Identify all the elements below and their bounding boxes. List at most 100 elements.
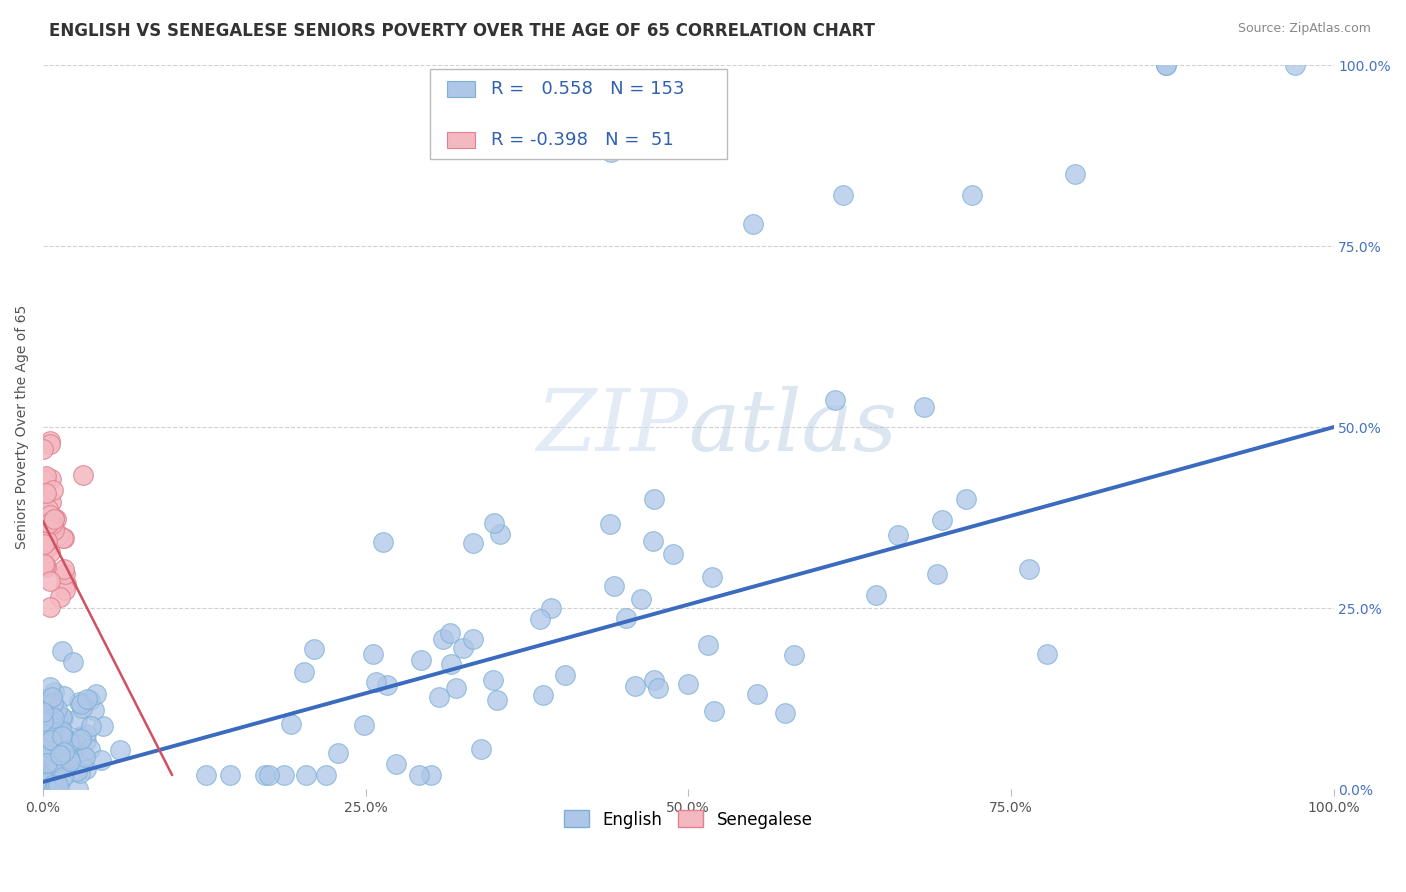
Point — [53, 756, 76, 770]
Point — [52, 532, 75, 546]
Point — [38, 749, 60, 764]
Point — [420, 768, 443, 782]
Point — [1154, 58, 1177, 72]
Point — [75, 727, 97, 741]
Point — [353, 718, 375, 732]
Point — [73, 749, 96, 764]
Point — [55, 583, 77, 598]
Point — [41, 766, 63, 780]
Point — [35, 517, 58, 532]
Point — [49, 723, 72, 738]
Point — [1036, 647, 1059, 661]
Point — [927, 567, 949, 582]
Point — [44, 511, 66, 525]
Point — [83, 703, 105, 717]
Point — [42, 782, 65, 797]
Point — [58, 734, 80, 748]
Point — [440, 657, 463, 671]
Point — [1154, 58, 1177, 72]
Point — [69, 729, 91, 743]
Point — [39, 724, 62, 739]
Point — [79, 719, 101, 733]
Point — [315, 768, 337, 782]
Point — [79, 693, 101, 707]
Point — [42, 523, 65, 537]
Point — [38, 545, 60, 559]
Point — [1284, 58, 1306, 72]
Point — [51, 710, 73, 724]
Point — [53, 566, 76, 581]
Point — [409, 652, 432, 666]
Point — [257, 768, 280, 782]
Point — [44, 710, 66, 724]
Point — [39, 434, 62, 448]
Point — [375, 678, 398, 692]
Point — [37, 777, 59, 791]
Point — [37, 502, 59, 516]
Point — [46, 759, 69, 773]
Point — [326, 746, 349, 760]
Point — [489, 527, 512, 541]
Point — [49, 756, 72, 771]
Point — [599, 145, 621, 159]
Point — [41, 528, 63, 542]
Bar — [447, 132, 475, 148]
Point — [32, 692, 55, 706]
Point — [647, 681, 669, 696]
Point — [194, 768, 217, 782]
Point — [70, 698, 93, 712]
Point — [51, 644, 73, 658]
Point — [72, 751, 94, 765]
Point — [39, 599, 62, 614]
Point — [34, 723, 56, 738]
Point — [554, 668, 576, 682]
Point — [35, 540, 58, 554]
Point — [46, 702, 69, 716]
Point — [302, 641, 325, 656]
Point — [702, 570, 724, 584]
Point — [53, 689, 76, 703]
Point — [32, 557, 55, 571]
Point — [44, 764, 66, 778]
Point — [35, 525, 58, 540]
Point — [51, 725, 73, 739]
Point — [42, 511, 65, 525]
Point — [52, 738, 75, 752]
Point — [52, 711, 75, 725]
Point — [45, 716, 67, 731]
Point — [34, 503, 56, 517]
Text: atlas: atlas — [688, 386, 897, 468]
Point — [741, 218, 763, 232]
Point — [72, 468, 94, 483]
Point — [69, 765, 91, 780]
Point — [432, 632, 454, 646]
Point — [773, 706, 796, 720]
Point — [42, 518, 65, 533]
Point — [470, 741, 492, 756]
Point — [46, 731, 69, 746]
Y-axis label: Seniors Poverty Over the Age of 65: Seniors Poverty Over the Age of 65 — [15, 305, 30, 549]
Point — [51, 770, 73, 784]
Point — [84, 687, 107, 701]
Point — [55, 577, 77, 591]
Point — [75, 734, 97, 748]
Point — [44, 755, 66, 769]
Point — [912, 400, 935, 414]
Point — [67, 695, 90, 709]
Point — [34, 471, 56, 485]
Point — [53, 731, 76, 745]
Text: ENGLISH VS SENEGALESE SENIORS POVERTY OVER THE AGE OF 65 CORRELATION CHART: ENGLISH VS SENEGALESE SENIORS POVERTY OV… — [49, 22, 875, 40]
Point — [482, 516, 505, 530]
Point — [32, 511, 55, 525]
Point — [439, 626, 461, 640]
Point — [62, 656, 84, 670]
Legend: English, Senegalese: English, Senegalese — [557, 804, 820, 835]
Point — [624, 679, 647, 693]
Point — [832, 188, 855, 202]
Point — [52, 770, 75, 784]
Point — [79, 741, 101, 756]
Point — [35, 775, 58, 789]
Point — [42, 744, 65, 758]
Point — [108, 743, 131, 757]
Point — [49, 747, 72, 762]
